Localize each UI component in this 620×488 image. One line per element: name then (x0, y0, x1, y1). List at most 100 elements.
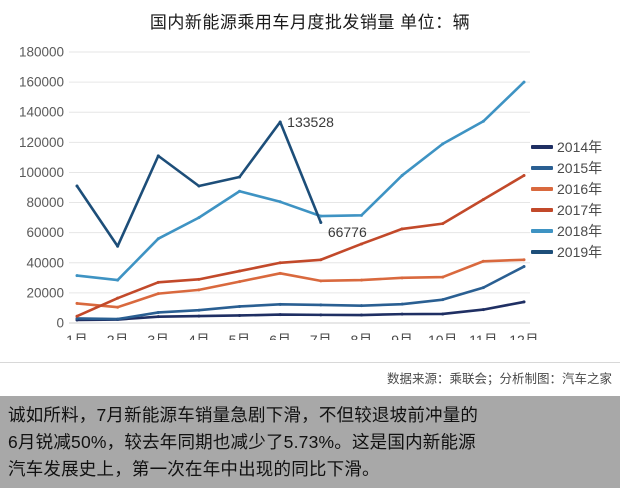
series-point (238, 189, 242, 193)
series-point (522, 265, 526, 269)
series-point (75, 316, 79, 320)
series-point (359, 313, 363, 317)
series-point (522, 80, 526, 84)
series-point (359, 304, 363, 308)
series-point (75, 314, 79, 318)
series-point (156, 280, 160, 284)
x-tick-label: 10月 (428, 332, 458, 340)
series-point (278, 271, 282, 275)
series-point (116, 296, 120, 300)
series-point (278, 302, 282, 306)
series-point (481, 119, 485, 123)
series-point (156, 154, 160, 158)
series-point (481, 308, 485, 312)
legend-label: 2019年 (557, 243, 603, 260)
series-line (75, 300, 526, 322)
legend-swatch-icon (531, 228, 553, 233)
series-point (156, 315, 160, 319)
x-axis-tick-labels: 1月 2月 3月 4月 5月 6月 7月 8月 9月 10月 11月 12月 (66, 332, 539, 340)
series-point (278, 313, 282, 317)
series-point (522, 300, 526, 304)
y-tick-label: 120000 (19, 135, 64, 150)
legend-label: 2017年 (557, 201, 603, 218)
series-point (197, 314, 201, 318)
legend-row[interactable]: 2016年 (531, 178, 617, 199)
x-tick-label: 5月 (229, 332, 251, 340)
series-point (319, 220, 323, 224)
series-point (481, 198, 485, 202)
series-point (278, 261, 282, 265)
series-point (441, 142, 445, 146)
legend-swatch-icon (531, 249, 553, 254)
series-point (359, 278, 363, 282)
legend-swatch-icon (531, 165, 553, 170)
series-point (116, 305, 120, 309)
y-tick-label: 80000 (26, 195, 64, 210)
series-point (400, 227, 404, 231)
series-point (238, 304, 242, 308)
x-tick-label: 1月 (66, 332, 88, 340)
legend-row[interactable]: 2019年 (531, 241, 617, 262)
y-tick-label: 0 (56, 316, 64, 331)
y-tick-label: 180000 (19, 45, 64, 60)
legend-label: 2014年 (557, 138, 603, 155)
y-tick-label: 60000 (26, 225, 64, 240)
x-tick-label: 12月 (509, 332, 539, 340)
plot-area: 0 20000 40000 60000 80000 100000 120000 140000 1… (0, 40, 620, 341)
series-point (441, 222, 445, 226)
series-point (400, 276, 404, 280)
series-markers (75, 80, 526, 322)
series-line (75, 120, 323, 248)
series-point (116, 317, 120, 321)
legend: 2014年 2015年 2016年 2017年 2018年 2019年 (531, 136, 617, 262)
legend-row[interactable]: 2015年 (531, 157, 617, 178)
series-point (319, 258, 323, 262)
series-point (75, 274, 79, 278)
x-tick-label: 8月 (351, 332, 373, 340)
series-point (156, 310, 160, 314)
line-chart-svg: 0 20000 40000 60000 80000 100000 120000 140000 1… (19, 45, 539, 341)
series-point (156, 237, 160, 241)
legend-row[interactable]: 2014年 (531, 136, 617, 157)
series-point (238, 313, 242, 317)
gridlines (69, 51, 530, 324)
series-point (197, 184, 201, 188)
series-point (441, 312, 445, 316)
y-tick-label: 100000 (19, 165, 64, 180)
series-point (522, 173, 526, 177)
series-point (116, 244, 120, 248)
y-tick-label: 160000 (19, 75, 64, 90)
chart-card: 国内新能源乘用车月度批发销量 单位：辆 0 20000 40000 60000 8000… (0, 13, 620, 386)
series-point (75, 184, 79, 188)
series-point (522, 258, 526, 262)
series-point (156, 292, 160, 296)
series-point (319, 279, 323, 283)
series-point (238, 280, 242, 284)
series-line (75, 174, 526, 318)
series-point (400, 173, 404, 177)
series-point (197, 308, 201, 312)
series-point (278, 200, 282, 204)
x-tick-label: 3月 (147, 332, 169, 340)
series-line (75, 265, 526, 321)
series-point (319, 313, 323, 317)
caption-line-1: 诚如所料，7月新能源车销量急剧下滑，不但较退坡前冲量的 (8, 405, 479, 425)
series-lines (75, 80, 526, 322)
legend-row[interactable]: 2018年 (531, 220, 617, 241)
x-tick-label: 11月 (469, 332, 498, 340)
series-point (481, 259, 485, 263)
series-point (359, 242, 363, 246)
series-line (75, 258, 526, 309)
data-label-july: 66776 (327, 224, 367, 241)
series-point (441, 298, 445, 302)
legend-row[interactable]: 2017年 (531, 199, 617, 220)
y-tick-label: 20000 (26, 285, 64, 300)
legend-swatch-icon (531, 144, 553, 149)
series-point (238, 269, 242, 273)
legend-label: 2018年 (557, 222, 603, 239)
series-point (238, 175, 242, 179)
data-label-peak: 133528 (287, 113, 334, 130)
series-point (197, 288, 201, 292)
series-point (278, 120, 282, 124)
